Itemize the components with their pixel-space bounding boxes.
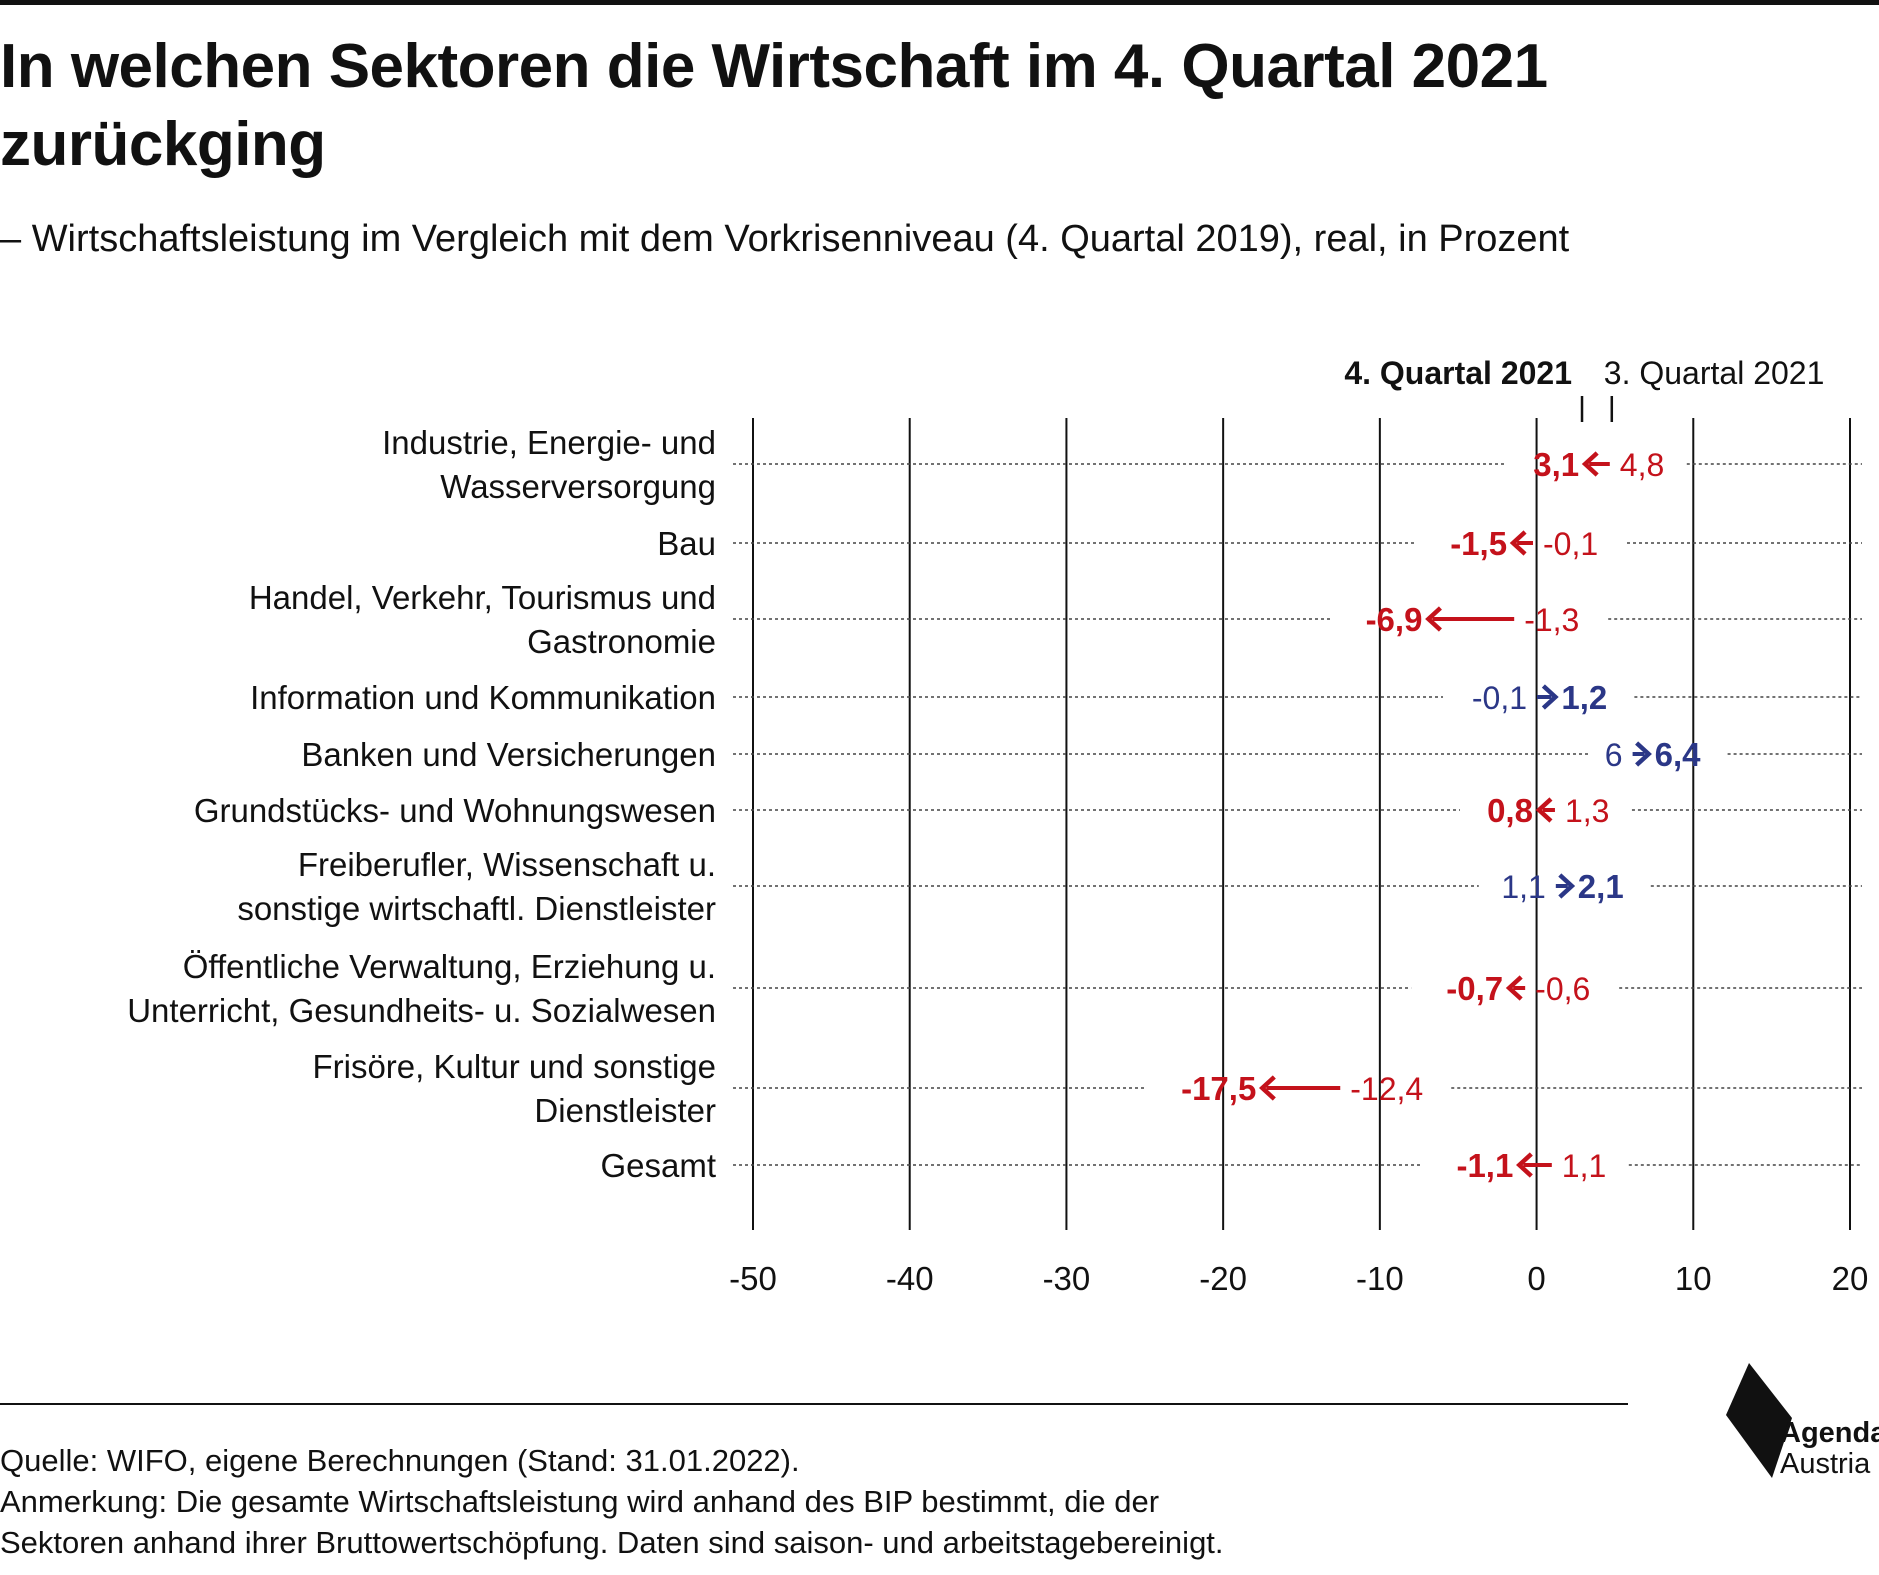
q3-value-label: 1,1	[1501, 869, 1545, 905]
q3-value-label: -12,4	[1350, 1071, 1423, 1107]
annotation-line-2: Sektoren anhand ihrer Bruttowertschöpfun…	[0, 1525, 1224, 1560]
category-label: Handel, Verkehr, Tourismus und	[249, 579, 716, 616]
q4-value-label: -1,1	[1456, 1147, 1513, 1184]
q4-value-label: 3,1	[1533, 446, 1579, 483]
chart-subtitle: – Wirtschaftsleistung im Vergleich mit d…	[0, 218, 1570, 260]
q3-value-label: -0,6	[1535, 971, 1590, 1007]
x-tick-label: 10	[1675, 1260, 1712, 1297]
annotation-line-1: Anmerkung: Die gesamte Wirtschaftsleistu…	[0, 1484, 1160, 1519]
x-tick-label: -40	[886, 1260, 934, 1297]
footer-rule	[0, 1403, 1628, 1405]
change-arrow-head	[1516, 1152, 1533, 1178]
category-label: Industrie, Energie- und	[382, 424, 716, 461]
chart-title: In welchen Sektoren die Wirtschaft im 4.…	[0, 32, 1548, 179]
change-arrow-head	[1535, 797, 1553, 823]
agenda-austria-logo	[1726, 1363, 1792, 1478]
category-label: Unterricht, Gesundheits- u. Sozialwesen	[127, 992, 716, 1029]
legend-q4-label: 4. Quartal 2021	[1344, 355, 1572, 391]
top-rule	[0, 0, 1879, 5]
change-arrow-head	[1509, 530, 1527, 556]
change-arrow-head	[1558, 873, 1576, 899]
category-label: Gesamt	[600, 1147, 716, 1184]
q4-value-label: -17,5	[1181, 1070, 1256, 1107]
q4-value-label: 2,1	[1578, 868, 1624, 905]
change-arrow-head	[1425, 606, 1442, 632]
category-label: Gastronomie	[527, 623, 716, 660]
q4-value-label: -0,7	[1446, 970, 1503, 1007]
logo-text: Agenda Austria	[1780, 1418, 1879, 1480]
logo-mark	[1726, 1363, 1792, 1478]
q3-value-label: 1,1	[1562, 1148, 1606, 1184]
q3-value-label: 4,8	[1620, 447, 1664, 483]
category-label: Information und Kommunikation	[250, 679, 716, 716]
logo-line-2: Austria	[1780, 1448, 1871, 1480]
q4-value-label: -1,5	[1450, 525, 1507, 562]
x-tick-label: -30	[1043, 1260, 1091, 1297]
q3-value-label: 6	[1605, 737, 1623, 773]
category-label: Öffentliche Verwaltung, Erziehung u.	[183, 948, 716, 985]
change-arrow-head	[1581, 451, 1599, 477]
change-arrow-head	[1635, 741, 1652, 767]
x-tick-label: 0	[1527, 1260, 1545, 1297]
category-label: Grundstücks- und Wohnungswesen	[194, 792, 716, 829]
x-tick-label: -10	[1356, 1260, 1404, 1297]
q3-value-label: -0,1	[1543, 526, 1598, 562]
q4-value-label: 0,8	[1487, 792, 1533, 829]
q4-value-label: 6,4	[1655, 736, 1702, 773]
category-label: Wasserversorgung	[440, 468, 716, 505]
x-tick-label: -50	[729, 1260, 777, 1297]
logo-line-1: Agenda	[1780, 1417, 1879, 1449]
category-label: Frisöre, Kultur und sonstige	[312, 1048, 716, 1085]
x-tick-label: -20	[1199, 1260, 1247, 1297]
q3-value-label: -0,1	[1472, 680, 1527, 716]
arrow-chart: -50 -40 -30 -20 -10 0 10 20 4. Quartal 2021 3. Qu…	[127, 355, 1869, 1297]
category-label: Freiberufler, Wissenschaft u.	[298, 846, 716, 883]
source-note: Quelle: WIFO, eigene Berechnungen (Stand…	[0, 1443, 800, 1478]
footer: Quelle: WIFO, eigene Berechnungen (Stand…	[0, 1440, 1700, 1563]
change-arrow-head	[1541, 684, 1559, 710]
legend-q3-label: 3. Quartal 2021	[1604, 355, 1825, 391]
category-label: Dienstleister	[534, 1092, 716, 1129]
x-tick-label: 20	[1832, 1260, 1869, 1297]
q4-value-label: 1,2	[1561, 679, 1607, 716]
change-arrow-head	[1258, 1075, 1276, 1101]
q4-value-label: -6,9	[1366, 601, 1423, 638]
category-label: Banken und Versicherungen	[301, 736, 716, 773]
category-label: sonstige wirtschaftl. Dienstleister	[237, 890, 716, 927]
category-label: Bau	[657, 525, 716, 562]
q3-value-label: 1,3	[1565, 793, 1609, 829]
q3-value-label: -1,3	[1524, 602, 1579, 638]
change-arrow-head	[1505, 975, 1523, 1001]
